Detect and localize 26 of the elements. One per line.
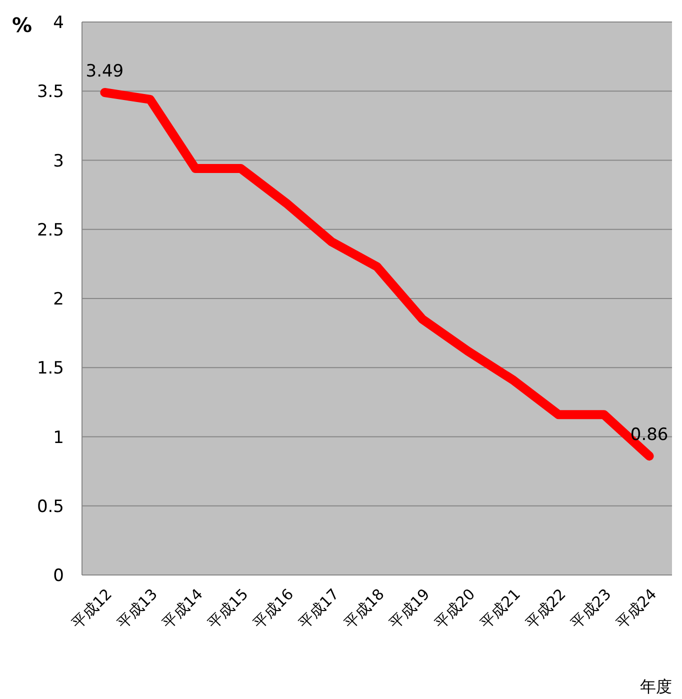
x-tick-label: 平成14 (158, 585, 206, 633)
x-tick-label: 平成16 (250, 585, 298, 633)
x-tick-label: 平成20 (431, 585, 479, 633)
y-tick-label: 4 (53, 13, 64, 33)
y-tick-label: 0.5 (36, 496, 64, 517)
x-tick-label: 平成15 (204, 585, 252, 633)
x-axis-title: 年度 (640, 677, 672, 696)
y-tick-label: 1.5 (36, 358, 64, 379)
x-tick-label: 平成23 (567, 585, 615, 633)
y-tick-label: 2 (53, 290, 64, 310)
x-tick-label: 平成22 (522, 585, 570, 633)
x-tick-label: 平成24 (612, 585, 660, 633)
x-tick-label: 平成13 (113, 585, 161, 633)
y-tick-label: 3 (53, 151, 64, 172)
y-axis-title: % (12, 13, 32, 37)
x-tick-label: 平成21 (476, 585, 524, 633)
y-tick-label: 3.5 (36, 82, 64, 102)
y-tick-label: 2.5 (36, 220, 64, 240)
x-tick-label: 平成18 (340, 585, 388, 633)
y-tick-label: 1 (53, 428, 64, 448)
y-tick-label: 0 (53, 566, 64, 586)
x-tick-label: 平成19 (386, 585, 434, 633)
data-label: 3.49 (86, 62, 124, 82)
x-tick-label: 平成17 (295, 585, 342, 633)
data-label: 0.86 (630, 425, 668, 446)
x-tick-label: 平成12 (68, 585, 116, 633)
